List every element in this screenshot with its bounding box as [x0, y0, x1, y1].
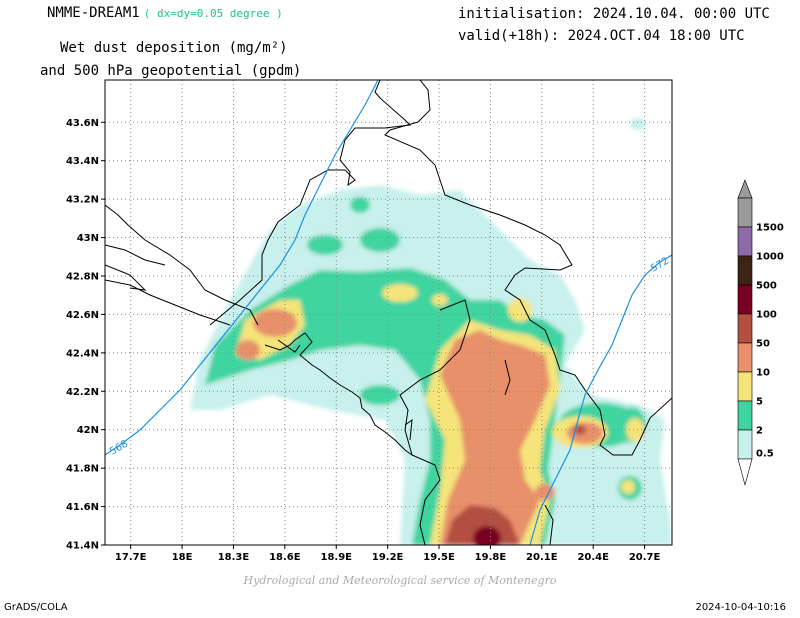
lon-tick-label: 19.5E [423, 552, 455, 563]
map-frame [104, 79, 673, 546]
lat-tick-label: 42.2N [66, 387, 99, 398]
legend-swatch [737, 197, 753, 228]
legend-label: 1000 [756, 252, 784, 263]
lat-tick-label: 43.2N [66, 195, 99, 206]
model-name: NMME-DREAM1 [47, 5, 140, 21]
timestamp: 2024-10-04-10:16 [695, 602, 786, 613]
legend-swatch [737, 226, 753, 257]
legend-swatch [737, 284, 753, 315]
legend-label: 50 [756, 339, 770, 350]
dust-level-50 [445, 425, 586, 545]
product-title-line1: Wet dust deposition (mg/m²) [60, 40, 288, 56]
contour-label-572: 572 [649, 256, 671, 275]
legend-arrow-top [737, 179, 753, 199]
lat-tick-label: 42.4N [66, 348, 99, 359]
model-resolution: ( dx=dy=0.05 degree ) [143, 7, 283, 20]
colorbar-legend: 1500 1000 500 100 50 10 5 2 0.5 [737, 179, 784, 487]
legend-swatch [737, 342, 753, 373]
lat-tick-label: 43.4N [66, 156, 99, 167]
credit-text: Hydrological and Meteorological service … [243, 574, 557, 587]
lon-tick-label: 18.9E [320, 552, 352, 563]
lon-tick-label: 18E [172, 552, 193, 563]
lat-tick-label: 43.6N [66, 118, 99, 129]
lat-tick-label: 41.6N [66, 502, 99, 513]
dust-field [190, 118, 672, 545]
legend-arrow-bottom [737, 458, 753, 487]
valid-time: valid(+18h): 2024.OCT.04 18:00 UTC [458, 28, 745, 44]
lon-tick-label: 18.6E [269, 552, 301, 563]
legend-label: 0.5 [756, 449, 774, 460]
lon-tick-label: 20.7E [629, 552, 661, 563]
geopotential-contours [105, 80, 672, 545]
software-label: GrADS/COLA [4, 602, 68, 613]
latitude-axis: 43.6N 43.4N 43.2N 43N 42.8N 42.6N 42.4N 42.2N 42… [66, 118, 105, 552]
legend-swatch [737, 429, 753, 460]
initialisation-time: initialisation: 2024.10.04. 00:00 UTC [458, 6, 770, 22]
legend-label: 5 [756, 397, 763, 408]
longitude-axis: 17.7E 18E 18.3E 18.6E 18.9E 19.2E 19.5E 19.8E 20… [115, 545, 661, 563]
legend-swatch [737, 400, 753, 431]
graticule [105, 80, 672, 545]
legend-swatch [737, 313, 753, 344]
lat-tick-label: 43N [77, 233, 99, 244]
borders [105, 80, 672, 545]
lon-tick-label: 20.1E [526, 552, 558, 563]
dust-level-100 [473, 526, 501, 545]
product-title-line2: and 500 hPa geopotential (gpdm) [40, 63, 302, 79]
legend-label: 100 [756, 310, 777, 321]
lon-tick-label: 20.4E [577, 552, 609, 563]
legend-label: 2 [756, 426, 763, 437]
map-area: 568 572 [105, 80, 672, 545]
lon-tick-label: 17.7E [115, 552, 147, 563]
lon-tick-label: 18.3E [218, 552, 250, 563]
legend-swatch [737, 371, 753, 402]
lon-tick-label: 19.8E [475, 552, 507, 563]
dust-level-10 [236, 309, 603, 545]
lon-tick-label: 19.2E [372, 552, 404, 563]
lat-tick-label: 42.8N [66, 271, 99, 282]
contour-label-568: 568 [108, 439, 130, 458]
legend-label: 500 [756, 281, 777, 292]
legend-label: 10 [756, 368, 770, 379]
model-title: NMME-DREAM1( dx=dy=0.05 degree ) [47, 5, 283, 21]
lat-tick-label: 42.6N [66, 310, 99, 321]
legend-swatch [737, 255, 753, 286]
lat-tick-label: 41.4N [66, 541, 99, 552]
legend-label: 1500 [756, 223, 784, 234]
lat-tick-label: 41.8N [66, 464, 99, 475]
lat-tick-label: 42N [77, 425, 99, 436]
